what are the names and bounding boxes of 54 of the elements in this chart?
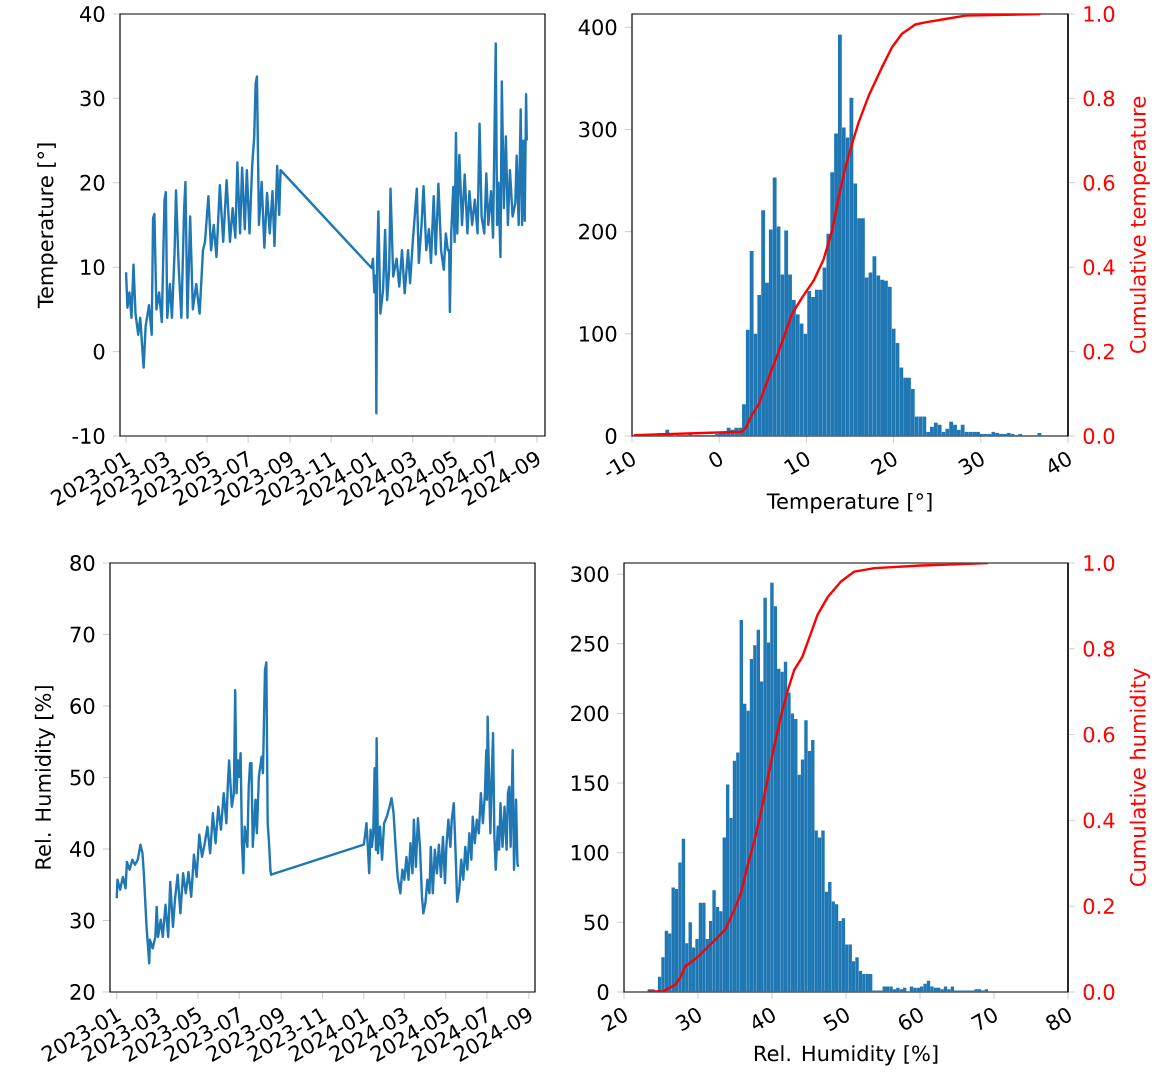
y-tick-label: 30: [80, 90, 105, 107]
y2-tick-label: 0.4: [1083, 812, 1115, 829]
y2-tick-label: 0.4: [1083, 259, 1115, 276]
y-tick-label: 30: [70, 912, 95, 929]
y-tick-label: 300: [571, 566, 609, 583]
y2-axis-title: Cumulative temperature: [1129, 96, 1150, 354]
y-tick-label: 50: [70, 769, 95, 786]
y-tick-label: 100: [571, 844, 609, 861]
y-tick-label: 300: [579, 121, 617, 138]
x-tick-label: 30: [675, 1007, 701, 1031]
y2-tick-label: 0.2: [1083, 898, 1114, 915]
y-tick-label: 80: [70, 555, 95, 571]
y-tick-label: 400: [578, 19, 617, 36]
y2-tick-label: 0.0: [1083, 428, 1115, 444]
x-tick-label: 40: [753, 1007, 775, 1029]
x-tick-label: 20: [870, 451, 897, 476]
y-tick-label: 20: [80, 174, 105, 191]
y-tick-label: 200: [571, 705, 609, 722]
x-tick-label: 50: [823, 1007, 849, 1031]
y-tick-label: 0: [93, 343, 105, 360]
x-tick-label: 80: [1046, 1007, 1071, 1031]
y-tick-label: 0: [605, 428, 617, 444]
y-axis-title: Rel. Humidity [%]: [34, 686, 56, 869]
y-tick-label: -10: [72, 428, 105, 444]
x-tick-label: 0: [709, 451, 723, 468]
x-axis-title: Temperature [°]: [766, 492, 932, 514]
y2-tick-label: 0.8: [1083, 640, 1115, 657]
y2-tick-label: 0.0: [1083, 984, 1115, 1000]
y-tick-label: 10: [81, 259, 105, 276]
y-tick-label: 200: [579, 223, 617, 240]
y-tick-label: 70: [70, 626, 95, 643]
y2-tick-label: 0.6: [1083, 726, 1115, 743]
x-tick-label: 60: [898, 1007, 923, 1030]
x-tick-label: 10: [784, 451, 810, 475]
y-tick-label: 20: [70, 984, 95, 1000]
y2-tick-label: 1.0: [1084, 6, 1115, 22]
y2-tick-label: 0.8: [1083, 90, 1115, 107]
y-tick-label: 50: [584, 914, 609, 931]
y-tick-label: 250: [571, 635, 609, 652]
y-tick-label: 40: [80, 6, 105, 22]
y-tick-label: 40: [70, 841, 95, 857]
y-axis-title: Temperature [°]: [37, 143, 58, 309]
y-tick-label: 0: [597, 984, 609, 1000]
y-tick-label: 100: [579, 325, 617, 342]
x-tick-label: 40: [1049, 451, 1071, 473]
y2-tick-label: 0.6: [1083, 174, 1115, 191]
y2-tick-label: 1.0: [1084, 555, 1115, 571]
y-tick-label: 150: [571, 775, 609, 791]
y-tick-label: 60: [70, 698, 95, 714]
y2-tick-label: 0.2: [1083, 343, 1114, 360]
x-tick-label: 30: [958, 451, 984, 475]
y2-axis-title: Cumulative humidity: [1129, 668, 1150, 886]
x-tick-label: 70: [970, 1007, 997, 1031]
x-axis-title: Rel. Humidity [%]: [754, 1045, 938, 1066]
